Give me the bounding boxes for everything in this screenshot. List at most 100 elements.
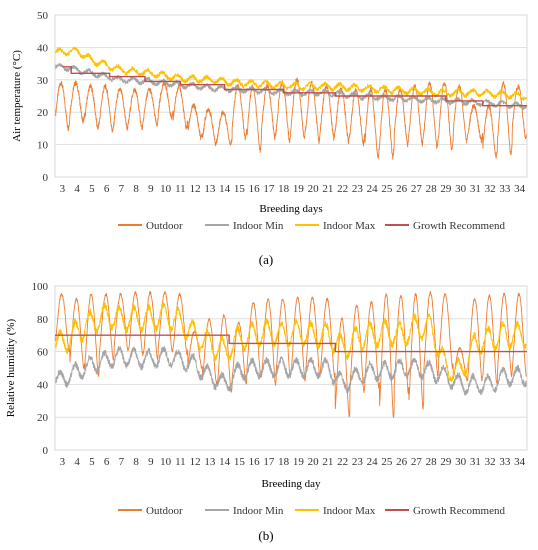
x-tick-label: 11 bbox=[175, 183, 186, 195]
y-tick-label: 20 bbox=[37, 107, 49, 119]
y-tick-label: 80 bbox=[37, 314, 49, 326]
panel-a-gridlines bbox=[55, 14, 527, 178]
legend-label: Indoor Min bbox=[233, 505, 284, 517]
y-tick-label: 30 bbox=[37, 75, 49, 87]
y-tick-label: 40 bbox=[37, 379, 49, 391]
x-tick-label: 32 bbox=[485, 183, 496, 195]
legend-item-indoor-min: Indoor Min bbox=[205, 505, 284, 517]
legend-item-indoor-max: Indoor Max bbox=[295, 220, 376, 232]
x-tick-label: 17 bbox=[263, 456, 275, 468]
legend-item-outdoor: Outdoor bbox=[118, 220, 183, 232]
y-tick-label: 50 bbox=[37, 10, 49, 22]
x-tick-label: 30 bbox=[455, 456, 467, 468]
x-tick-label: 22 bbox=[337, 183, 348, 195]
y-tick-label: 0 bbox=[43, 172, 49, 184]
panel-b-y-ticks: 0 20 40 60 80 100 bbox=[32, 281, 49, 457]
panel-b-legend: Outdoor Indoor Min Indoor Max Growth Recomm… bbox=[118, 505, 505, 517]
x-tick-label: 13 bbox=[204, 456, 216, 468]
y-tick-label: 100 bbox=[32, 281, 49, 293]
x-tick-label: 7 bbox=[119, 183, 125, 195]
x-tick-label: 33 bbox=[499, 456, 511, 468]
legend-item-growth-recommend: Growth Recommend bbox=[385, 505, 505, 517]
x-tick-label: 32 bbox=[485, 456, 496, 468]
x-tick-label: 26 bbox=[396, 456, 408, 468]
legend-item-indoor-min: Indoor Min bbox=[205, 220, 284, 232]
panel-a-y-ticks: 0 10 20 30 40 50 bbox=[37, 10, 49, 184]
legend-label: Indoor Min bbox=[233, 220, 284, 232]
x-tick-label: 29 bbox=[440, 183, 452, 195]
x-tick-label: 31 bbox=[470, 183, 481, 195]
x-tick-label: 31 bbox=[470, 456, 481, 468]
x-tick-label: 9 bbox=[148, 183, 154, 195]
panel-a-series bbox=[55, 46, 527, 160]
x-tick-label: 8 bbox=[133, 456, 139, 468]
x-tick-label: 21 bbox=[322, 183, 333, 195]
panel-b-x-ticks: 3 4 5 6 7 8 9 10 11 12 13 14 15 16 17 18 19 20 21 22 23 24 25 2… bbox=[60, 456, 526, 468]
panel-b-gridlines bbox=[55, 285, 527, 451]
x-tick-label: 21 bbox=[322, 456, 333, 468]
x-tick-label: 19 bbox=[293, 456, 305, 468]
x-tick-label: 10 bbox=[160, 183, 172, 195]
x-tick-label: 27 bbox=[411, 456, 423, 468]
x-tick-label: 3 bbox=[60, 183, 66, 195]
x-tick-label: 13 bbox=[204, 183, 216, 195]
panel-a-y-axis-label: Air temperature (°C) bbox=[11, 50, 23, 142]
x-tick-label: 28 bbox=[426, 183, 438, 195]
series-line-outdoor bbox=[55, 77, 527, 160]
series-line-indoor-max bbox=[55, 301, 527, 382]
x-tick-label: 25 bbox=[381, 456, 393, 468]
series-line-growth-recommend bbox=[62, 66, 527, 107]
x-tick-label: 18 bbox=[278, 456, 290, 468]
legend-label: Indoor Max bbox=[323, 505, 376, 517]
x-tick-label: 4 bbox=[74, 456, 80, 468]
y-tick-label: 40 bbox=[37, 42, 49, 54]
x-tick-label: 18 bbox=[278, 183, 290, 195]
panel-b-y-axis-label: Relative humidity (%) bbox=[5, 318, 17, 417]
panel-a-caption: (a) bbox=[259, 252, 273, 267]
x-tick-label: 33 bbox=[499, 183, 511, 195]
x-tick-label: 12 bbox=[190, 183, 201, 195]
x-tick-label: 19 bbox=[293, 183, 305, 195]
x-tick-label: 6 bbox=[104, 456, 110, 468]
x-tick-label: 34 bbox=[514, 456, 526, 468]
x-tick-label: 23 bbox=[352, 183, 364, 195]
x-tick-label: 22 bbox=[337, 456, 348, 468]
legend-label: Indoor Max bbox=[323, 220, 376, 232]
x-tick-label: 15 bbox=[234, 456, 246, 468]
legend-label: Growth Recommend bbox=[413, 220, 505, 232]
x-tick-label: 16 bbox=[249, 183, 261, 195]
x-tick-label: 29 bbox=[440, 456, 452, 468]
legend-label: Growth Recommend bbox=[413, 505, 505, 517]
panel-b-plot-frame bbox=[54, 285, 528, 451]
x-tick-label: 4 bbox=[74, 183, 80, 195]
x-tick-label: 14 bbox=[219, 456, 231, 468]
x-tick-label: 7 bbox=[119, 456, 125, 468]
panel-b-x-axis-label: Breeding day bbox=[262, 478, 321, 490]
panel-a-x-ticks: 3 4 5 6 7 8 9 10 11 12 13 14 15 16 17 18 19 20 21 22 23 24 25 2… bbox=[60, 183, 526, 195]
panel-a-plot-frame bbox=[54, 14, 528, 178]
x-tick-label: 27 bbox=[411, 183, 423, 195]
x-tick-label: 34 bbox=[514, 183, 526, 195]
x-tick-label: 9 bbox=[148, 456, 154, 468]
series-line-indoor-min bbox=[55, 345, 527, 396]
series-line-indoor-max bbox=[55, 46, 527, 101]
x-tick-label: 5 bbox=[89, 456, 95, 468]
x-tick-label: 28 bbox=[426, 456, 438, 468]
legend-label: Outdoor bbox=[146, 220, 183, 232]
x-tick-label: 11 bbox=[175, 456, 186, 468]
x-tick-label: 14 bbox=[219, 183, 231, 195]
x-tick-label: 30 bbox=[455, 183, 467, 195]
y-tick-label: 60 bbox=[37, 347, 49, 359]
x-tick-label: 12 bbox=[190, 456, 201, 468]
x-tick-label: 24 bbox=[367, 183, 379, 195]
x-tick-label: 3 bbox=[60, 456, 66, 468]
y-tick-label: 20 bbox=[37, 412, 49, 424]
x-tick-label: 20 bbox=[308, 456, 320, 468]
legend-label: Outdoor bbox=[146, 505, 183, 517]
y-tick-label: 0 bbox=[43, 445, 49, 457]
legend-item-indoor-max: Indoor Max bbox=[295, 505, 376, 517]
legend-item-growth-recommend: Growth Recommend bbox=[385, 220, 505, 232]
